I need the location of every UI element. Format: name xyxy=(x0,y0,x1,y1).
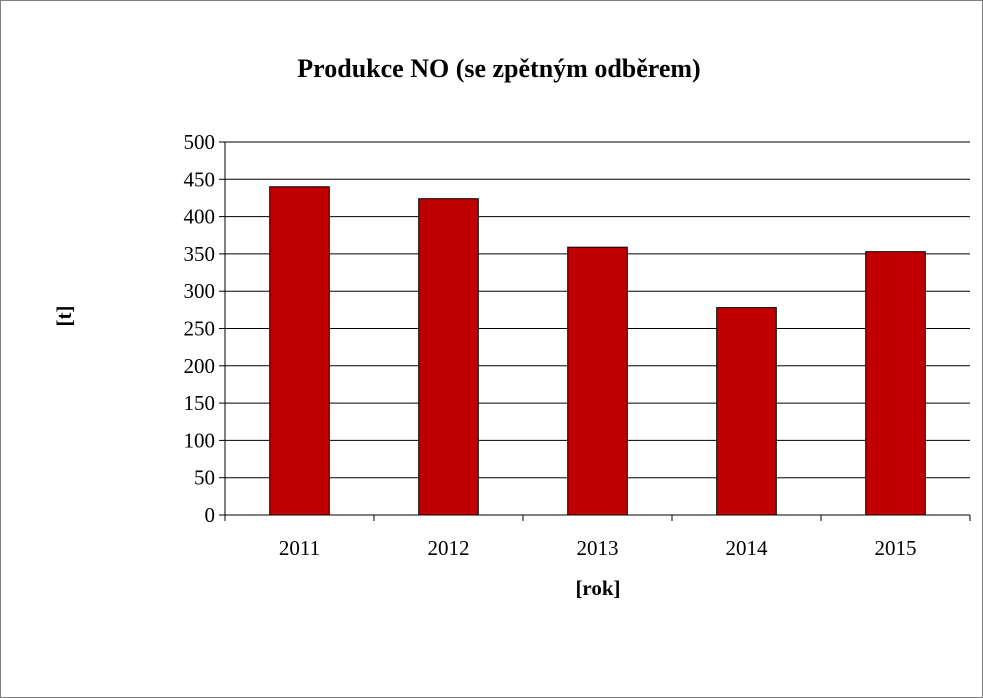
bar-2013 xyxy=(567,246,628,516)
y-tick-label: 400 xyxy=(184,205,216,229)
y-tick-label: 500 xyxy=(184,130,216,154)
x-tick-labels: 2011 2012 2013 2014 2015 xyxy=(279,536,917,560)
y-tick-label: 450 xyxy=(184,167,216,191)
axes xyxy=(219,141,971,521)
bar-2011 xyxy=(269,186,330,516)
y-tick-label: 200 xyxy=(184,354,216,378)
y-tick-label: 250 xyxy=(184,317,216,341)
bar-2015 xyxy=(865,251,926,516)
bar-2012 xyxy=(418,198,479,516)
y-tick-labels: 0 50 100 150 200 250 300 350 400 450 500 xyxy=(184,130,216,527)
x-tick-label: 2014 xyxy=(726,536,769,560)
y-tick-label: 300 xyxy=(184,279,216,303)
x-tick-label: 2012 xyxy=(428,536,470,560)
bar-2014 xyxy=(716,307,777,516)
chart-title: Produkce NO (se zpětným odběrem) xyxy=(297,54,700,83)
bars xyxy=(269,186,926,516)
y-tick-label: 50 xyxy=(194,466,215,490)
x-tick-label: 2013 xyxy=(577,536,619,560)
y-axis-title: [t] xyxy=(52,306,76,327)
y-tick-label: 150 xyxy=(184,391,216,415)
y-tick-label: 100 xyxy=(184,428,216,452)
x-tick-label: 2015 xyxy=(875,536,917,560)
x-tick-label: 2011 xyxy=(279,536,320,560)
y-tick-label: 350 xyxy=(184,242,216,266)
y-tick-label: 0 xyxy=(205,503,216,527)
x-axis-title: [rok] xyxy=(575,576,620,600)
